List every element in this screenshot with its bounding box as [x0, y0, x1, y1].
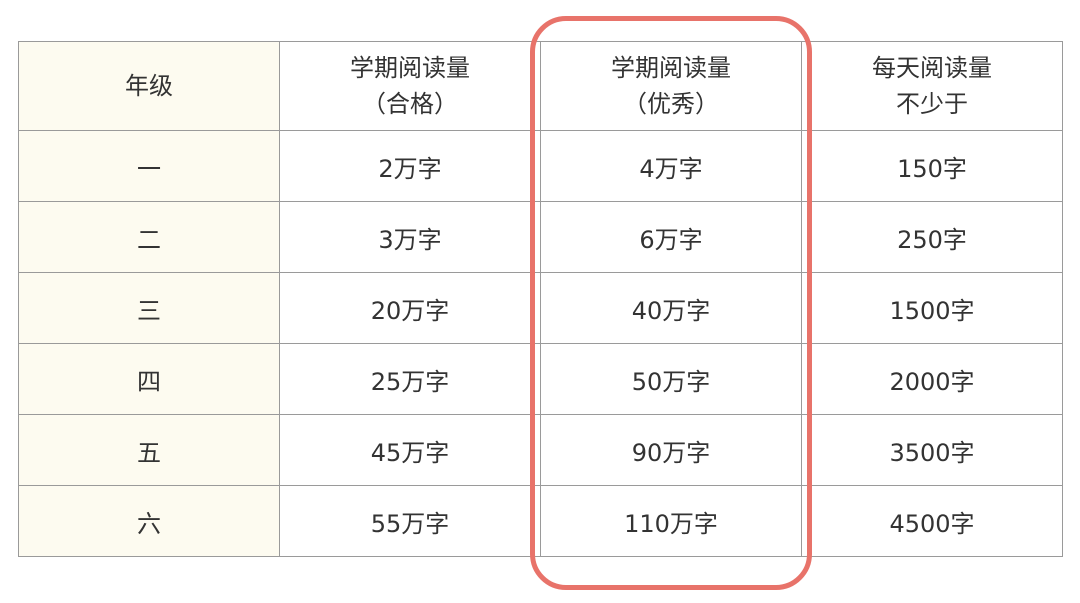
daily-cell: 1500字	[801, 272, 1063, 344]
grade-cell: 一	[18, 130, 280, 202]
header-subtext: 不少于	[896, 90, 968, 118]
grade-cell: 六	[18, 485, 280, 557]
pass-cell: 2万字	[279, 130, 541, 202]
pass-cell: 55万字	[279, 485, 541, 557]
header-excellent: 学期阅读量 （优秀）	[540, 41, 802, 131]
header-text: 每天阅读量	[872, 54, 992, 82]
daily-cell: 4500字	[801, 485, 1063, 557]
excellent-cell: 6万字	[540, 201, 802, 273]
table-header-row: 年级 学期阅读量 （合格） 学期阅读量 （优秀） 每天阅读量不少于	[18, 41, 1063, 131]
table-row: 四 25万字 50万字 2000字	[18, 343, 1063, 415]
table-row: 五 45万字 90万字 3500字	[18, 414, 1063, 486]
header-grade: 年级	[18, 41, 280, 131]
table-row: 二 3万字 6万字 250字	[18, 201, 1063, 273]
grade-cell: 二	[18, 201, 280, 273]
grade-cell: 三	[18, 272, 280, 344]
daily-cell: 3500字	[801, 414, 1063, 486]
excellent-cell: 50万字	[540, 343, 802, 415]
header-text: 年级	[125, 72, 173, 100]
header-pass: 学期阅读量 （合格）	[279, 41, 541, 131]
header-text: 学期阅读量	[350, 54, 470, 82]
table-row: 一 2万字 4万字 150字	[18, 130, 1063, 202]
grade-cell: 五	[18, 414, 280, 486]
pass-cell: 20万字	[279, 272, 541, 344]
header-text: 学期阅读量	[611, 54, 731, 82]
daily-cell: 2000字	[801, 343, 1063, 415]
excellent-cell: 40万字	[540, 272, 802, 344]
grade-cell: 四	[18, 343, 280, 415]
header-subtext: （优秀）	[623, 90, 719, 118]
excellent-cell: 110万字	[540, 485, 802, 557]
daily-cell: 150字	[801, 130, 1063, 202]
reading-requirements-table: 年级 学期阅读量 （合格） 学期阅读量 （优秀） 每天阅读量 不少于 一 2万字 4万字 1…	[18, 41, 1063, 557]
pass-cell: 3万字	[279, 201, 541, 273]
pass-cell: 25万字	[279, 343, 541, 415]
pass-cell: 45万字	[279, 414, 541, 486]
table-row: 三 20万字 40万字 1500字	[18, 272, 1063, 344]
table-row: 六 55万字 110万字 4500字	[18, 485, 1063, 557]
excellent-cell: 4万字	[540, 130, 802, 202]
excellent-cell: 90万字	[540, 414, 802, 486]
daily-cell: 250字	[801, 201, 1063, 273]
header-daily: 每天阅读量 不少于	[801, 41, 1063, 131]
header-subtext: （合格）	[362, 90, 458, 118]
